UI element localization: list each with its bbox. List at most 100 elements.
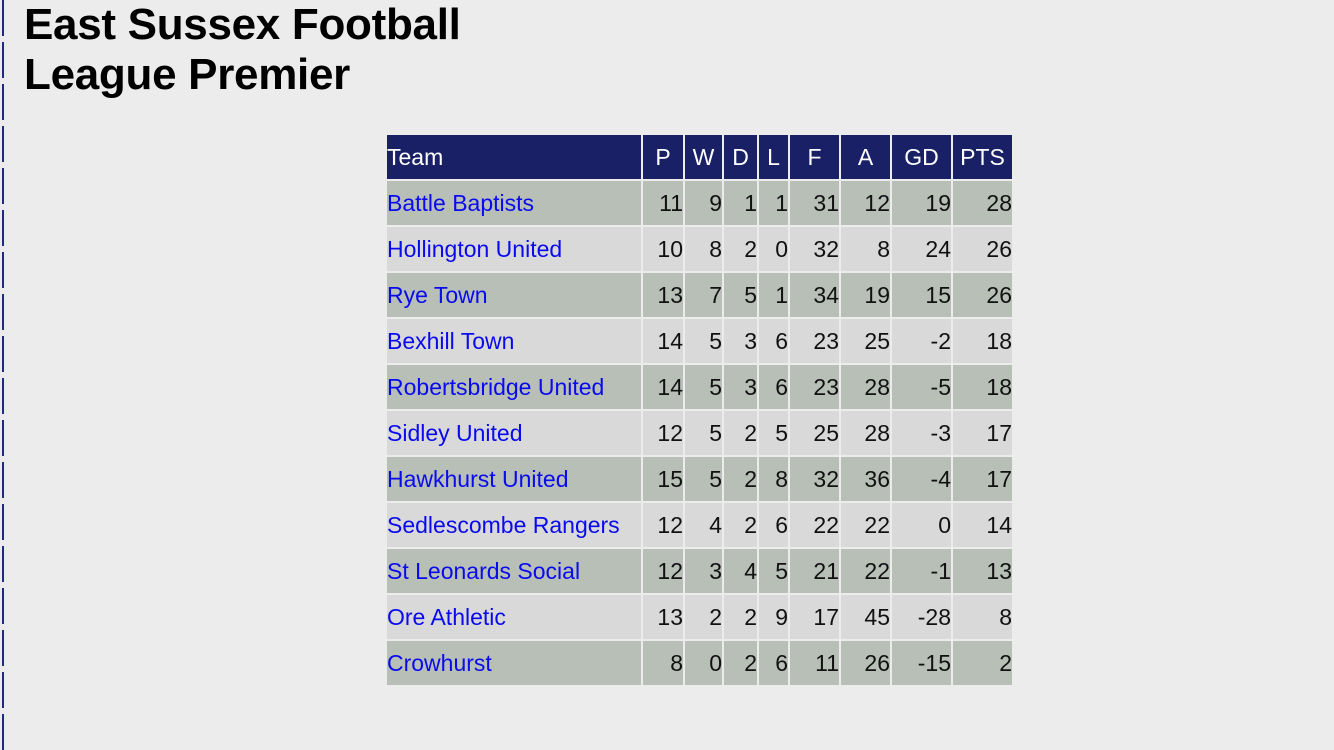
cell-gd: -28 <box>892 595 951 639</box>
column-header-f[interactable]: F <box>790 135 839 179</box>
team-name-link[interactable]: Hawkhurst United <box>387 457 641 501</box>
cell-d: 3 <box>724 365 757 409</box>
cell-pts: 8 <box>953 595 1012 639</box>
cell-f: 11 <box>790 641 839 685</box>
table-row: Robertsbridge United 14 5 3 6 23 28 -5 18 <box>387 365 1012 409</box>
column-header-team[interactable]: Team <box>387 135 641 179</box>
cell-p: 12 <box>643 549 683 593</box>
cell-f: 31 <box>790 181 839 225</box>
cell-a: 19 <box>841 273 890 317</box>
cell-gd: 19 <box>892 181 951 225</box>
left-edge-dashed-rule <box>2 0 4 750</box>
table-row: St Leonards Social 12 3 4 5 21 22 -1 13 <box>387 549 1012 593</box>
team-name-link[interactable]: Sedlescombe Rangers <box>387 503 641 547</box>
cell-d: 2 <box>724 595 757 639</box>
cell-a: 22 <box>841 549 890 593</box>
cell-a: 36 <box>841 457 890 501</box>
cell-p: 15 <box>643 457 683 501</box>
cell-w: 0 <box>685 641 722 685</box>
table-row: Hawkhurst United 15 5 2 8 32 36 -4 17 <box>387 457 1012 501</box>
cell-a: 28 <box>841 365 890 409</box>
column-header-l[interactable]: L <box>759 135 788 179</box>
cell-gd: 15 <box>892 273 951 317</box>
cell-p: 13 <box>643 595 683 639</box>
cell-gd: 24 <box>892 227 951 271</box>
cell-w: 3 <box>685 549 722 593</box>
cell-d: 5 <box>724 273 757 317</box>
column-header-d[interactable]: D <box>724 135 757 179</box>
table-row: Battle Baptists 11 9 1 1 31 12 19 28 <box>387 181 1012 225</box>
cell-w: 5 <box>685 365 722 409</box>
cell-a: 28 <box>841 411 890 455</box>
cell-pts: 17 <box>953 411 1012 455</box>
team-name-link[interactable]: Sidley United <box>387 411 641 455</box>
column-header-pts[interactable]: PTS <box>953 135 1012 179</box>
team-name-link[interactable]: Robertsbridge United <box>387 365 641 409</box>
cell-d: 1 <box>724 181 757 225</box>
table-header-row: Team P W D L F A GD PTS <box>387 135 1012 179</box>
team-name-link[interactable]: Ore Athletic <box>387 595 641 639</box>
cell-l: 6 <box>759 365 788 409</box>
cell-a: 26 <box>841 641 890 685</box>
cell-l: 6 <box>759 503 788 547</box>
cell-a: 12 <box>841 181 890 225</box>
cell-w: 4 <box>685 503 722 547</box>
column-header-p[interactable]: P <box>643 135 683 179</box>
cell-l: 5 <box>759 549 788 593</box>
cell-w: 5 <box>685 319 722 363</box>
cell-w: 8 <box>685 227 722 271</box>
table-row: Sidley United 12 5 2 5 25 28 -3 17 <box>387 411 1012 455</box>
table-header: Team P W D L F A GD PTS <box>387 135 1012 179</box>
team-name-link[interactable]: Battle Baptists <box>387 181 641 225</box>
team-name-link[interactable]: Bexhill Town <box>387 319 641 363</box>
cell-p: 11 <box>643 181 683 225</box>
team-name-link[interactable]: St Leonards Social <box>387 549 641 593</box>
cell-d: 3 <box>724 319 757 363</box>
cell-l: 1 <box>759 181 788 225</box>
table-row: Sedlescombe Rangers 12 4 2 6 22 22 0 14 <box>387 503 1012 547</box>
team-name-link[interactable]: Rye Town <box>387 273 641 317</box>
cell-f: 17 <box>790 595 839 639</box>
table-row: Rye Town 13 7 5 1 34 19 15 26 <box>387 273 1012 317</box>
cell-a: 8 <box>841 227 890 271</box>
cell-f: 32 <box>790 457 839 501</box>
cell-gd: -1 <box>892 549 951 593</box>
cell-a: 45 <box>841 595 890 639</box>
cell-pts: 18 <box>953 365 1012 409</box>
cell-p: 8 <box>643 641 683 685</box>
cell-w: 9 <box>685 181 722 225</box>
column-header-w[interactable]: W <box>685 135 722 179</box>
cell-pts: 2 <box>953 641 1012 685</box>
league-table-container: Team P W D L F A GD PTS Battle Baptists 11 9 1 1 31 12… <box>387 135 1012 685</box>
cell-p: 14 <box>643 365 683 409</box>
cell-d: 2 <box>724 227 757 271</box>
cell-gd: -3 <box>892 411 951 455</box>
cell-p: 12 <box>643 503 683 547</box>
league-standings-table: Team P W D L F A GD PTS Battle Baptists 11 9 1 1 31 12… <box>385 133 1014 687</box>
cell-pts: 26 <box>953 227 1012 271</box>
cell-f: 23 <box>790 365 839 409</box>
team-name-link[interactable]: Crowhurst <box>387 641 641 685</box>
cell-f: 25 <box>790 411 839 455</box>
cell-p: 12 <box>643 411 683 455</box>
cell-gd: -5 <box>892 365 951 409</box>
table-row: Bexhill Town 14 5 3 6 23 25 -2 18 <box>387 319 1012 363</box>
column-header-a[interactable]: A <box>841 135 890 179</box>
cell-gd: -15 <box>892 641 951 685</box>
column-header-gd[interactable]: GD <box>892 135 951 179</box>
cell-w: 5 <box>685 411 722 455</box>
table-row: Hollington United 10 8 2 0 32 8 24 26 <box>387 227 1012 271</box>
cell-f: 23 <box>790 319 839 363</box>
team-name-link[interactable]: Hollington United <box>387 227 641 271</box>
cell-p: 10 <box>643 227 683 271</box>
cell-pts: 17 <box>953 457 1012 501</box>
cell-a: 25 <box>841 319 890 363</box>
cell-f: 34 <box>790 273 839 317</box>
cell-d: 2 <box>724 457 757 501</box>
cell-l: 1 <box>759 273 788 317</box>
cell-p: 14 <box>643 319 683 363</box>
cell-l: 6 <box>759 319 788 363</box>
cell-f: 21 <box>790 549 839 593</box>
table-body: Battle Baptists 11 9 1 1 31 12 19 28 Hollington U… <box>387 181 1012 685</box>
cell-f: 32 <box>790 227 839 271</box>
